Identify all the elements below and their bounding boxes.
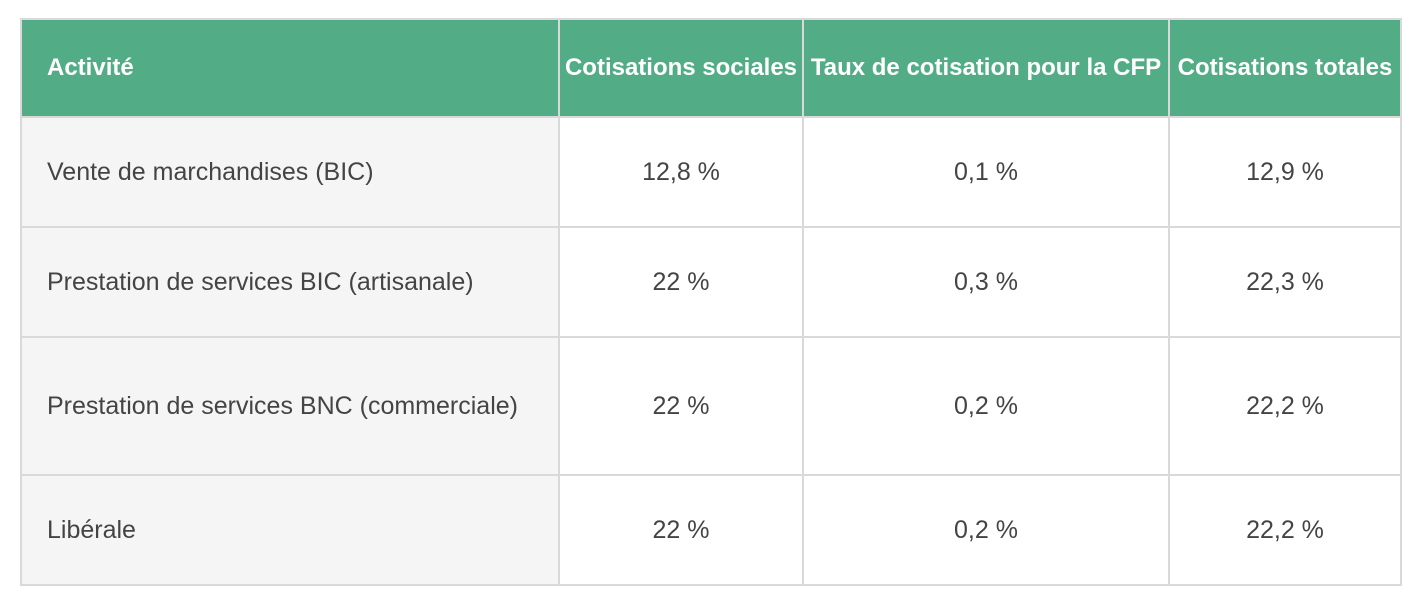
table-row: Prestation de services BIC (artisanale) … (20, 226, 1402, 338)
table-row: Prestation de services BNC (commerciale)… (20, 336, 1402, 476)
table-row: Libérale 22 % 0,2 % 22,2 % (20, 474, 1402, 586)
cell-activite: Vente de marchandises (BIC) (20, 116, 560, 228)
cell-cotisations-sociales: 22 % (558, 226, 804, 338)
contribution-rates-table: Activité Cotisations sociales Taux de co… (20, 18, 1402, 586)
table-body: Vente de marchandises (BIC) 12,8 % 0,1 %… (20, 116, 1402, 586)
cell-activite: Prestation de services BNC (commerciale) (20, 336, 560, 476)
table-row: Vente de marchandises (BIC) 12,8 % 0,1 %… (20, 116, 1402, 228)
cell-taux-cfp: 0,3 % (802, 226, 1170, 338)
header-activite: Activité (20, 18, 560, 118)
cell-cotisations-sociales: 22 % (558, 336, 804, 476)
table-container: Activité Cotisations sociales Taux de co… (20, 18, 1402, 586)
cell-taux-cfp: 0,1 % (802, 116, 1170, 228)
header-taux-cfp: Taux de cotisation pour la CFP (802, 18, 1170, 118)
cell-taux-cfp: 0,2 % (802, 474, 1170, 586)
cell-cotisations-totales: 12,9 % (1168, 116, 1402, 228)
cell-cotisations-totales: 22,2 % (1168, 474, 1402, 586)
cell-cotisations-totales: 22,2 % (1168, 336, 1402, 476)
header-cotisations-sociales: Cotisations sociales (558, 18, 804, 118)
cell-activite: Prestation de services BIC (artisanale) (20, 226, 560, 338)
cell-cotisations-sociales: 22 % (558, 474, 804, 586)
cell-cotisations-sociales: 12,8 % (558, 116, 804, 228)
cell-taux-cfp: 0,2 % (802, 336, 1170, 476)
header-cotisations-totales: Cotisations totales (1168, 18, 1402, 118)
cell-activite: Libérale (20, 474, 560, 586)
header-row: Activité Cotisations sociales Taux de co… (20, 18, 1402, 118)
table-header: Activité Cotisations sociales Taux de co… (20, 18, 1402, 118)
cell-cotisations-totales: 22,3 % (1168, 226, 1402, 338)
